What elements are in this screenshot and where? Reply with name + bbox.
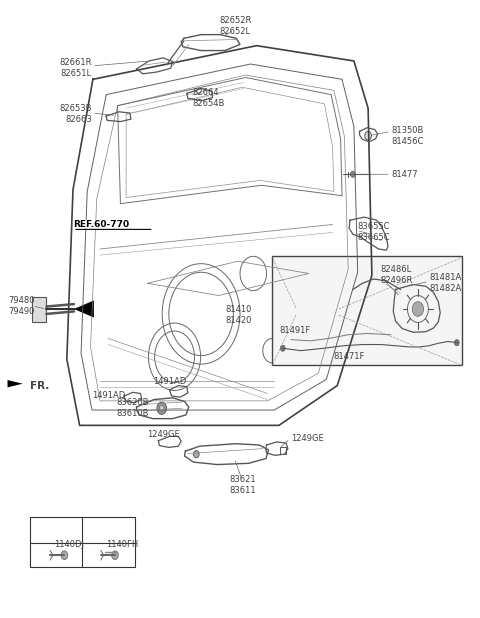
Bar bbox=[272, 256, 462, 365]
Text: 81471F: 81471F bbox=[334, 352, 365, 361]
Text: 1140DJ: 1140DJ bbox=[54, 540, 84, 549]
Text: 1491AD: 1491AD bbox=[153, 377, 186, 386]
Text: 83621
83611: 83621 83611 bbox=[229, 475, 256, 496]
Bar bbox=[32, 297, 47, 323]
Circle shape bbox=[112, 551, 118, 559]
Text: 83655C
83665C: 83655C 83665C bbox=[358, 222, 390, 242]
Circle shape bbox=[159, 405, 164, 411]
Text: 82652R
82652L: 82652R 82652L bbox=[219, 16, 252, 36]
Circle shape bbox=[61, 551, 68, 559]
Text: REF.60-770: REF.60-770 bbox=[73, 220, 129, 229]
Polygon shape bbox=[74, 300, 94, 318]
Text: 82486L
82496R: 82486L 82496R bbox=[380, 265, 412, 286]
Text: 81481A
81482A: 81481A 81482A bbox=[430, 273, 462, 294]
Circle shape bbox=[412, 302, 424, 316]
Circle shape bbox=[280, 345, 285, 351]
Bar bbox=[30, 517, 135, 567]
Bar bbox=[280, 447, 286, 454]
Circle shape bbox=[350, 171, 355, 177]
Text: 79480
79490: 79480 79490 bbox=[9, 296, 35, 316]
Polygon shape bbox=[8, 380, 23, 387]
Circle shape bbox=[157, 402, 167, 414]
Text: 81350B: 81350B bbox=[392, 125, 424, 135]
Text: 1491AD: 1491AD bbox=[92, 391, 125, 400]
Text: 81477: 81477 bbox=[392, 170, 419, 179]
Text: 83620B
83610B: 83620B 83610B bbox=[117, 398, 149, 418]
Text: 1249GE: 1249GE bbox=[291, 434, 324, 443]
Text: 82653B
82663: 82653B 82663 bbox=[60, 104, 92, 124]
Circle shape bbox=[365, 132, 372, 140]
Text: 81491F: 81491F bbox=[279, 326, 310, 335]
Circle shape bbox=[455, 340, 459, 345]
Text: 81410
81420: 81410 81420 bbox=[226, 305, 252, 325]
Text: 1140FH: 1140FH bbox=[106, 540, 138, 549]
Text: 82661R
82651L: 82661R 82651L bbox=[60, 58, 92, 78]
Text: 1249GE: 1249GE bbox=[147, 430, 180, 439]
Circle shape bbox=[193, 451, 199, 458]
Text: 82664
82654B: 82664 82654B bbox=[192, 88, 225, 108]
Text: 81456C: 81456C bbox=[392, 137, 424, 146]
Text: FR.: FR. bbox=[30, 381, 49, 391]
